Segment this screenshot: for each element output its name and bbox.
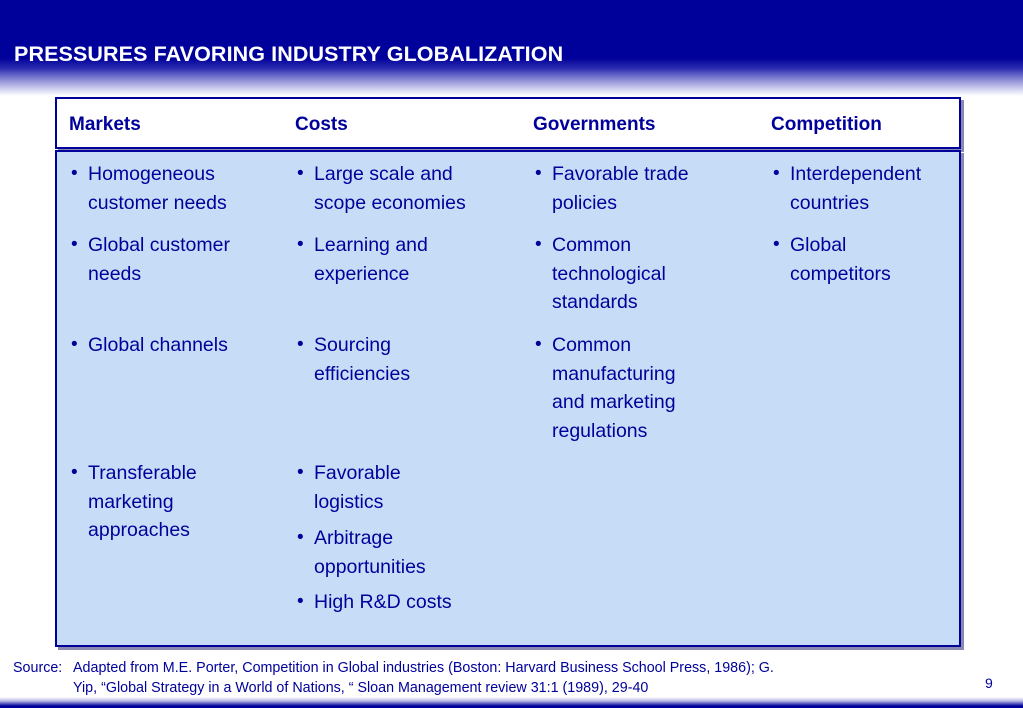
bullet-icon: • <box>71 163 78 184</box>
list-item: • Common manufacturing and marketing reg… <box>535 331 676 445</box>
list-item: • Favorable trade policies <box>535 160 689 217</box>
slide-title: PRESSURES FAVORING INDUSTRY GLOBALIZATIO… <box>14 42 564 66</box>
list-item: • High R&D costs <box>297 588 452 617</box>
bullet-icon: • <box>535 234 542 255</box>
bullet-icon: • <box>535 334 542 355</box>
list-item: • Arbitrage opportunities <box>297 524 426 581</box>
bullet-icon: • <box>297 234 304 255</box>
column-header-costs: Costs <box>295 114 348 135</box>
list-item: • Global customer needs <box>71 231 230 288</box>
column-header-row: Markets Costs Governments Competition <box>55 97 961 149</box>
bullet-icon: • <box>535 163 542 184</box>
title-bar: PRESSURES FAVORING INDUSTRY GLOBALIZATIO… <box>0 0 1023 96</box>
bullet-icon: • <box>773 234 780 255</box>
list-item: • Homogeneous customer needs <box>71 160 227 217</box>
list-item: • Global channels <box>71 331 228 360</box>
list-item: • Interdependent countries <box>773 160 921 217</box>
list-item: • Common technological standards <box>535 231 666 317</box>
content-box: • Homogeneous customer needs • Global cu… <box>55 150 961 647</box>
list-item: • Sourcing efficiencies <box>297 331 410 388</box>
source-text-line-1: Adapted from M.E. Porter, Competition in… <box>73 660 774 676</box>
bullet-icon: • <box>297 334 304 355</box>
list-item: • Large scale and scope economies <box>297 160 466 217</box>
bottom-bar <box>0 697 1023 708</box>
list-item: • Learning and experience <box>297 231 428 288</box>
bullet-icon: • <box>297 527 304 548</box>
source-text-line-2: Yip, “Global Strategy in a World of Nati… <box>73 680 649 696</box>
page-number: 9 <box>985 675 993 691</box>
bullet-icon: • <box>71 462 78 483</box>
bullet-icon: • <box>71 234 78 255</box>
bullet-icon: • <box>71 334 78 355</box>
bullet-icon: • <box>297 163 304 184</box>
bullet-icon: • <box>773 163 780 184</box>
column-header-governments: Governments <box>533 114 656 135</box>
list-item: • Global competitors <box>773 231 891 288</box>
bullet-icon: • <box>297 591 304 612</box>
column-header-markets: Markets <box>69 114 141 135</box>
column-header-competition: Competition <box>771 114 882 135</box>
list-item: • Favorable logistics <box>297 459 401 516</box>
source-label: Source: <box>13 660 63 676</box>
list-item: • Transferable marketing approaches <box>71 459 197 545</box>
bullet-icon: • <box>297 462 304 483</box>
